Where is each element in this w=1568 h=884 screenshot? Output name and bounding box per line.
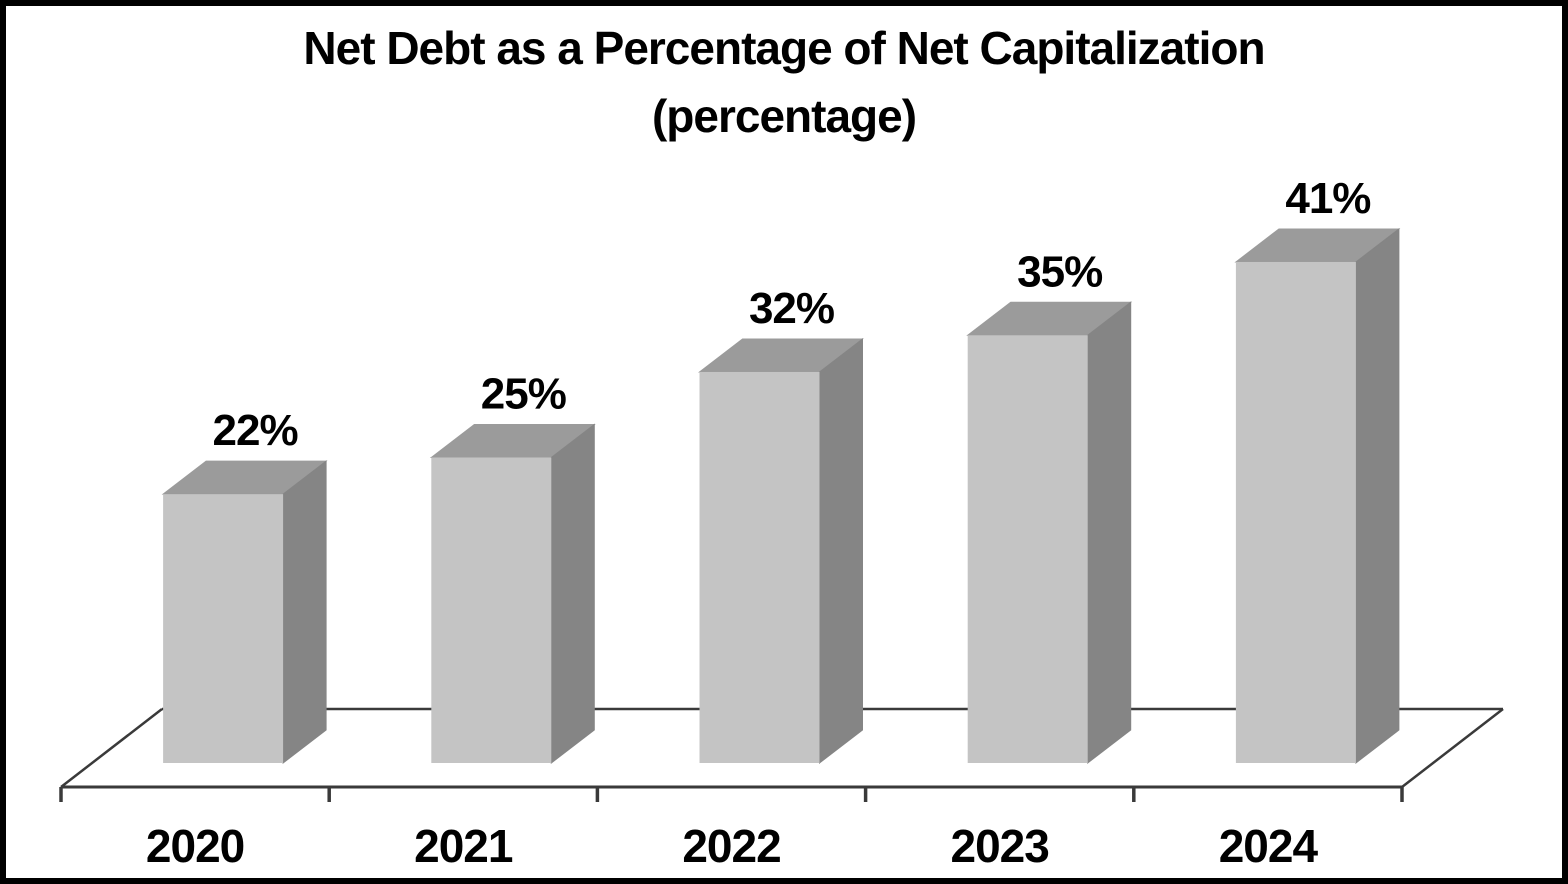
value-label-2023: 35% [1017, 247, 1102, 296]
bar-2024-front-face [1235, 261, 1356, 763]
category-label-2020: 2020 [146, 820, 244, 872]
bar-2021-front-face [431, 457, 552, 763]
bar-2024-side-face [1355, 227, 1400, 765]
bar-2023-front-face [967, 335, 1088, 763]
bar-2022-side-face [819, 337, 863, 765]
bar-2023-side-face [1087, 301, 1132, 765]
floor-left-edge [60, 708, 163, 788]
category-label-2023: 2023 [951, 820, 1049, 872]
value-label-2020: 22% [213, 406, 298, 455]
chart-title: Net Debt as a Percentage of Net Capitali… [303, 22, 1265, 74]
value-label-2022: 32% [749, 284, 834, 333]
category-label-2022: 2022 [682, 820, 780, 872]
floor-right-edge [1401, 708, 1504, 788]
value-label-2024: 41% [1285, 174, 1370, 223]
chart-subtitle: (percentage) [651, 90, 917, 142]
bar-2020-side-face [282, 460, 327, 765]
bar-2020-front-face [163, 494, 284, 763]
bar-2021-side-face [550, 423, 595, 765]
value-label-2021: 25% [481, 370, 566, 419]
chart-title-block: Net Debt as a Percentage of Net Capitali… [0, 14, 1568, 150]
category-label-2024: 2024 [1219, 820, 1319, 872]
bar-2022-front-face [699, 371, 820, 763]
category-label-2021: 2021 [414, 820, 513, 872]
